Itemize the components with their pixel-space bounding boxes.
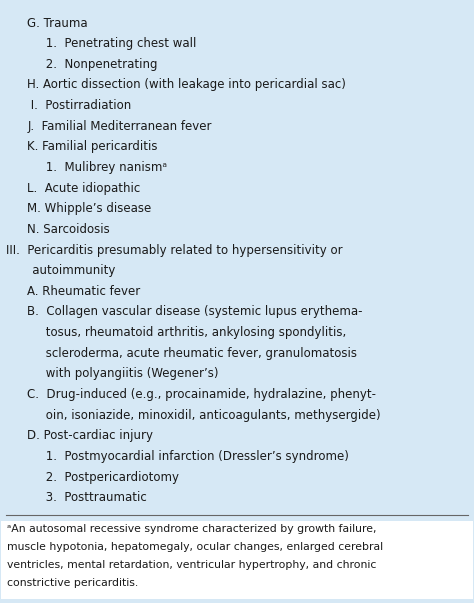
Text: scleroderma, acute rheumatic fever, granulomatosis: scleroderma, acute rheumatic fever, gran… [27, 347, 357, 360]
Text: M. Whipple’s disease: M. Whipple’s disease [27, 202, 152, 215]
Text: J.  Familial Mediterranean fever: J. Familial Mediterranean fever [27, 120, 212, 133]
Text: III.  Pericarditis presumably related to hypersensitivity or: III. Pericarditis presumably related to … [6, 244, 343, 256]
Text: N. Sarcoidosis: N. Sarcoidosis [27, 223, 110, 236]
Text: D. Post-cardiac injury: D. Post-cardiac injury [27, 429, 153, 442]
Text: I.  Postirradiation: I. Postirradiation [27, 99, 132, 112]
Text: G. Trauma: G. Trauma [27, 16, 88, 30]
Text: 2.  Nonpenetrating: 2. Nonpenetrating [27, 58, 158, 71]
Text: tosus, rheumatoid arthritis, ankylosing spondylitis,: tosus, rheumatoid arthritis, ankylosing … [27, 326, 346, 339]
Text: 1.  Penetrating chest wall: 1. Penetrating chest wall [27, 37, 197, 50]
Text: oin, isoniazide, minoxidil, anticoagulants, methysergide): oin, isoniazide, minoxidil, anticoagulan… [27, 409, 381, 421]
Text: L.  Acute idiopathic: L. Acute idiopathic [27, 182, 141, 195]
Text: H. Aortic dissection (with leakage into pericardial sac): H. Aortic dissection (with leakage into … [27, 78, 346, 92]
Text: A. Rheumatic fever: A. Rheumatic fever [27, 285, 141, 298]
Text: 1.  Mulibrey nanismᵃ: 1. Mulibrey nanismᵃ [27, 161, 167, 174]
Text: ventricles, mental retardation, ventricular hypertrophy, and chronic: ventricles, mental retardation, ventricu… [7, 560, 376, 570]
Text: muscle hypotonia, hepatomegaly, ocular changes, enlarged cerebral: muscle hypotonia, hepatomegaly, ocular c… [7, 541, 383, 552]
Text: 1.  Postmyocardial infarction (Dressler’s syndrome): 1. Postmyocardial infarction (Dressler’s… [27, 450, 349, 463]
Text: C.  Drug-induced (e.g., procainamide, hydralazine, phenyt-: C. Drug-induced (e.g., procainamide, hyd… [27, 388, 376, 401]
Text: with polyangiitis (Wegener’s): with polyangiitis (Wegener’s) [27, 367, 219, 380]
Text: autoimmunity: autoimmunity [6, 264, 116, 277]
Text: 2.  Postpericardiotomy: 2. Postpericardiotomy [27, 470, 179, 484]
Text: B.  Collagen vascular disease (systemic lupus erythema-: B. Collagen vascular disease (systemic l… [27, 306, 363, 318]
Text: K. Familial pericarditis: K. Familial pericarditis [27, 140, 158, 153]
Text: constrictive pericarditis.: constrictive pericarditis. [7, 578, 138, 587]
FancyBboxPatch shape [1, 520, 473, 599]
Text: 3.  Posttraumatic: 3. Posttraumatic [27, 491, 147, 504]
Text: ᵃAn autosomal recessive syndrome characterized by growth failure,: ᵃAn autosomal recessive syndrome charact… [7, 523, 376, 534]
